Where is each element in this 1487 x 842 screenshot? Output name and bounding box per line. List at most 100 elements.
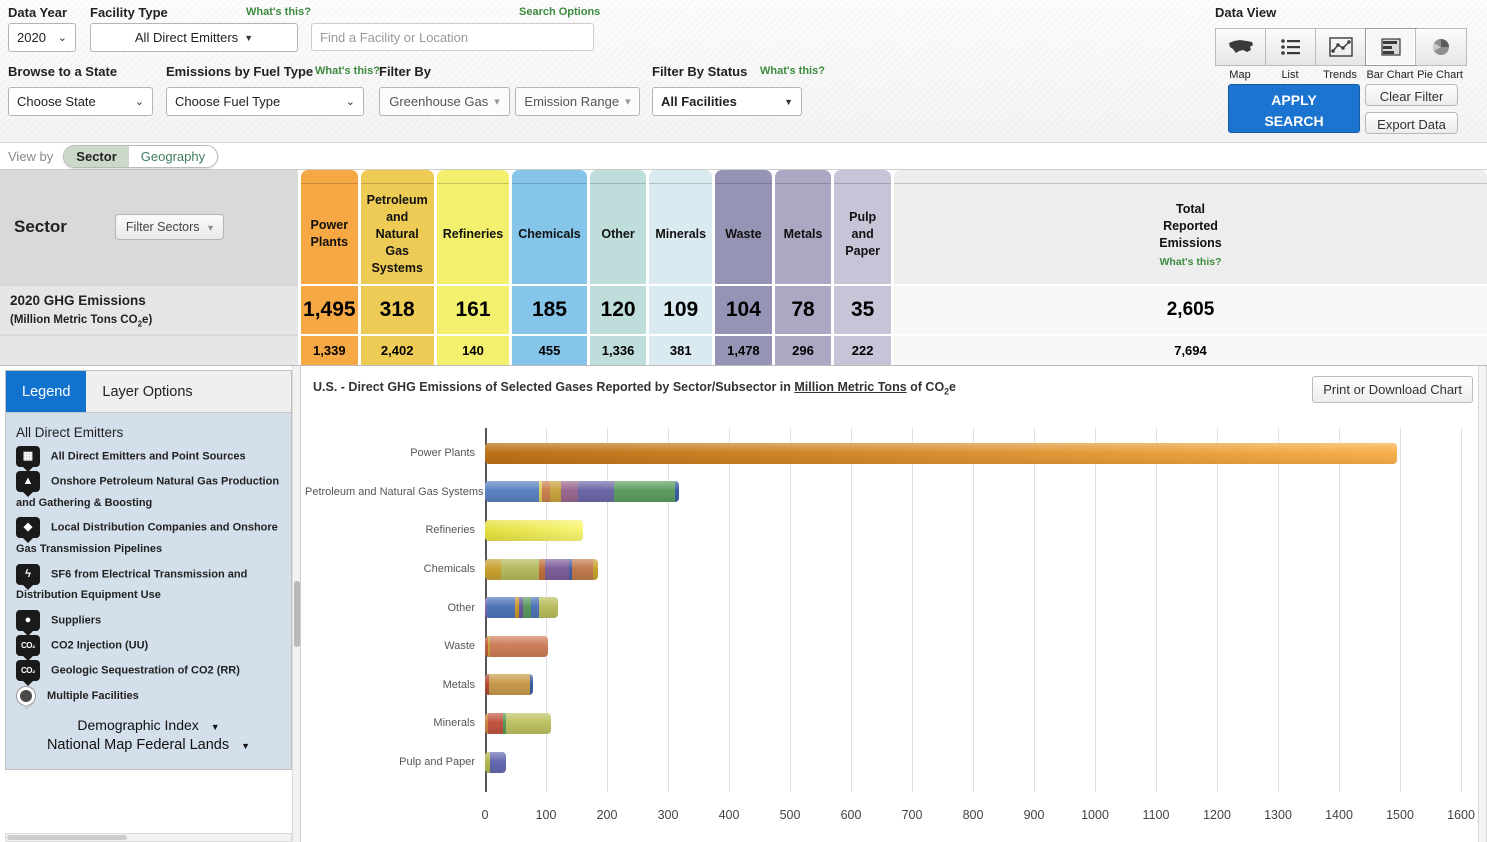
chart-bar-segment[interactable]	[485, 443, 1397, 464]
fuel-type-label: Emissions by Fuel Type	[166, 64, 313, 79]
fuel-type-whats-this-link[interactable]: What's this?	[315, 65, 380, 77]
facility-type-whats-this-link[interactable]: What's this?	[246, 6, 311, 18]
search-options-link[interactable]: Search Options	[519, 6, 600, 18]
scrollbar-thumb[interactable]	[7, 835, 127, 840]
sector-emissions-value: 318	[361, 286, 434, 334]
tab-sector[interactable]: Sector	[64, 146, 128, 167]
print-download-chart-button[interactable]: Print or Download Chart	[1312, 376, 1473, 403]
x-axis-tick-label: 1100	[1143, 808, 1170, 822]
clear-filter-button[interactable]: Clear Filter	[1365, 84, 1458, 106]
chart-bar[interactable]	[485, 636, 548, 657]
legend-item-label: Suppliers	[48, 614, 101, 626]
chart-bar-segment[interactable]	[488, 713, 503, 734]
x-axis-tick-label: 800	[963, 808, 984, 822]
x-axis-tick-label: 0	[482, 808, 489, 822]
chart-vertical-scrollbar[interactable]	[1478, 366, 1487, 842]
total-column-header: Total Reported Emissions What's this?	[894, 170, 1487, 284]
sector-column-header: Minerals	[649, 170, 712, 284]
export-data-button[interactable]: Export Data	[1365, 112, 1458, 134]
search-input[interactable]	[311, 23, 594, 51]
x-axis-tick-label: 900	[1024, 808, 1045, 822]
legend-vertical-scrollbar[interactable]	[292, 366, 300, 842]
chart-bar-segment[interactable]	[539, 597, 559, 618]
map-view-caption: Map	[1215, 69, 1265, 81]
facility-type-select[interactable]: All Direct Emitters ▼	[90, 23, 298, 52]
tab-layer-options[interactable]: Layer Options	[86, 371, 208, 412]
legend-tabs: Legend Layer Options	[6, 371, 291, 413]
emission-range-dropdown[interactable]: Emission Range ▾	[515, 87, 640, 116]
sector-column-header: Other	[590, 170, 647, 284]
chart-bar-segment[interactable]	[593, 559, 598, 580]
chart-bar-segment[interactable]	[614, 481, 675, 502]
chart-bar-segment[interactable]	[485, 481, 539, 502]
chart-bar-segment[interactable]	[490, 752, 506, 773]
chart-bar-segment[interactable]	[550, 481, 561, 502]
chart-category-label: Petroleum and Natural Gas Systems	[305, 486, 475, 498]
x-axis-tick-label: 500	[780, 808, 801, 822]
sector-column-header: Metals	[775, 170, 832, 284]
legend-panel: Legend Layer Options All Direct Emitters…	[5, 370, 292, 770]
sector-emissions-value: 78	[775, 286, 832, 334]
chart-bar-segment[interactable]	[545, 559, 569, 580]
chart-category-label: Refineries	[305, 524, 475, 536]
chart-bar-segment[interactable]	[675, 481, 679, 502]
legend-heading: All Direct Emitters	[16, 425, 281, 440]
filter-sectors-button[interactable]: Filter Sectors ▾	[115, 214, 224, 240]
legend-item: ◆ Local Distribution Companies and Onsho…	[16, 517, 281, 559]
federal-lands-dropdown[interactable]: National Map Federal Lands ▼	[16, 737, 281, 753]
tab-legend[interactable]: Legend	[6, 371, 86, 412]
chart-bar-segment[interactable]	[572, 559, 593, 580]
view-by-label: View by	[8, 149, 53, 164]
chart-bar-segment[interactable]	[578, 481, 614, 502]
chart-bar-segment[interactable]	[501, 559, 539, 580]
chart-bar[interactable]	[485, 559, 598, 580]
chart-bar[interactable]	[485, 597, 558, 618]
sector-facilities-count: 381	[649, 336, 712, 365]
chart-bar-segment[interactable]	[523, 597, 531, 618]
greenhouse-gas-dropdown[interactable]: Greenhouse Gas ▾	[379, 87, 510, 116]
chart-bar[interactable]	[485, 674, 533, 695]
chart-bar-segment[interactable]	[490, 636, 548, 657]
chart-bar[interactable]	[485, 481, 679, 502]
map-view-button[interactable]	[1216, 29, 1266, 65]
chart-bar[interactable]	[485, 443, 1397, 464]
chart-bar-segment[interactable]	[561, 481, 577, 502]
choose-state-select[interactable]: Choose State ⌄	[8, 87, 153, 116]
choose-fuel-type-select[interactable]: Choose Fuel Type ⌄	[166, 87, 364, 116]
filter-status-whats-this-link[interactable]: What's this?	[760, 65, 825, 77]
chart-bar[interactable]	[485, 520, 583, 541]
x-axis-tick-label: 1400	[1325, 808, 1353, 822]
list-view-button[interactable]	[1266, 29, 1316, 65]
bar-rows: Power PlantsPetroleum and Natural Gas Sy…	[485, 434, 1461, 781]
chart-bar-segment[interactable]	[506, 713, 551, 734]
emissions-row-label: 2020 GHG Emissions	[10, 293, 146, 308]
sector-facilities-count: 1,478	[715, 336, 772, 365]
all-facilities-select[interactable]: All Facilities ▼	[652, 87, 802, 116]
legend-horizontal-scrollbar[interactable]	[5, 833, 292, 842]
sector-emissions-value: 185	[512, 286, 587, 334]
demographic-index-dropdown[interactable]: Demographic Index ▼	[16, 717, 281, 733]
chart-bar-segment[interactable]	[485, 559, 501, 580]
chart-bar-segment[interactable]	[542, 481, 551, 502]
total-whats-this-link[interactable]: What's this?	[1160, 255, 1222, 269]
chart-bar-segment[interactable]	[531, 597, 539, 618]
data-year-select[interactable]: 2020 ⌄	[8, 23, 76, 52]
chart-bar[interactable]	[485, 752, 506, 773]
chart-bar-segment[interactable]	[487, 597, 515, 618]
tab-geography[interactable]: Geography	[129, 146, 217, 167]
trends-view-button[interactable]	[1316, 29, 1366, 65]
chart-bar-segment[interactable]	[485, 520, 583, 541]
sector-table-left: Sector Filter Sectors ▾ 2020 GHG Emissio…	[0, 170, 298, 365]
bar-chart-view-button[interactable]	[1366, 29, 1416, 65]
chart-bar-segment[interactable]	[489, 674, 530, 695]
chart-bar-row: Minerals	[485, 704, 1461, 743]
chart-bar-segment[interactable]	[530, 674, 532, 695]
pie-chart-view-button[interactable]	[1416, 29, 1466, 65]
chart-bar[interactable]	[485, 713, 551, 734]
chevron-down-icon: ▾	[208, 223, 213, 234]
apply-search-button[interactable]: APPLY SEARCH	[1228, 84, 1360, 133]
data-view-label: Data View	[1215, 5, 1276, 20]
chevron-down-icon: ▼	[241, 741, 250, 751]
pie-chart-icon	[1428, 37, 1454, 57]
pie-chart-view-caption: Pie Chart	[1415, 69, 1465, 81]
